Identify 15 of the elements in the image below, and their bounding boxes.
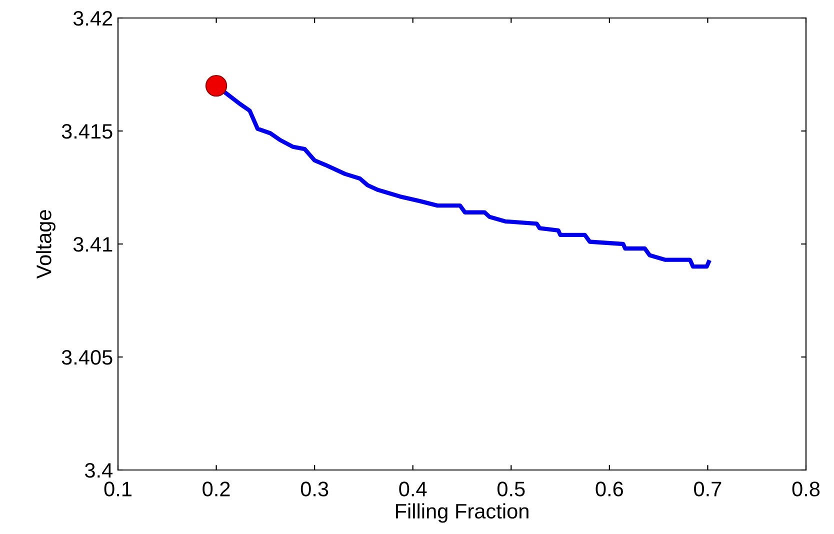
y-tick-label: 3.405 [62,350,112,365]
y-tick-label: 3.415 [62,124,112,139]
y-tick-label: 3.41 [73,237,112,252]
x-tick-label: 0.1 [104,482,132,496]
x-tick-label: 0.7 [694,482,722,496]
x-axis-title: Filling Fraction [396,503,528,523]
x-tick-label: 0.2 [202,482,230,496]
y-axis-title: Voltage [36,210,56,279]
x-tick-label: 0.4 [399,482,427,496]
x-tick-label: 0.6 [596,482,623,496]
x-tick-label: 0.8 [792,482,820,496]
x-tick-label: 0.3 [300,482,328,496]
y-tick-label: 3.42 [73,11,112,26]
y-tick-label: 3.4 [84,463,113,478]
x-tick-label: 0.5 [497,482,525,496]
